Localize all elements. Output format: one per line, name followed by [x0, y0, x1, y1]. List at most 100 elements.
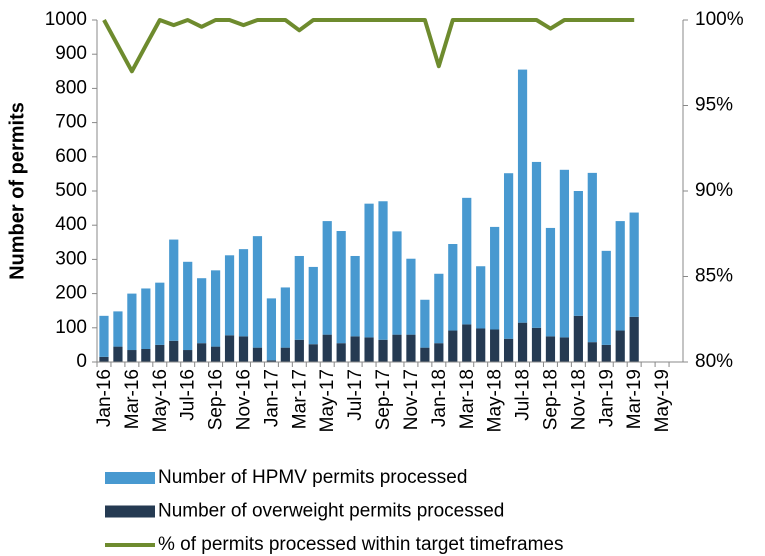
- legend-label: Number of overweight permits processed: [158, 501, 504, 522]
- bar: [336, 231, 346, 344]
- bar: [476, 328, 486, 362]
- bar: [113, 346, 123, 362]
- bar: [238, 249, 249, 337]
- x-tick-label: Sep-16: [206, 369, 227, 430]
- x-tick-label: Nov-16: [234, 369, 255, 430]
- bar: [350, 336, 360, 362]
- x-tick-label: Sep-17: [373, 369, 394, 430]
- bar: [197, 343, 207, 362]
- x-tick-label: Mar-17: [289, 369, 310, 429]
- bar: [364, 337, 374, 362]
- y-tick-label: 800: [55, 77, 87, 98]
- x-tick-label: Jul-17: [345, 369, 366, 421]
- bar: [573, 191, 583, 316]
- y-tick-label: 1000: [45, 9, 87, 30]
- bar: [434, 273, 444, 344]
- bar: [127, 293, 137, 351]
- y-tick-label: 400: [55, 214, 87, 235]
- bar: [322, 221, 332, 335]
- y-tick-label: 300: [55, 248, 87, 269]
- x-tick-label: Jan-18: [429, 369, 450, 427]
- bar: [378, 201, 388, 340]
- line: [102, 18, 635, 74]
- bar: [601, 344, 611, 362]
- bar: [490, 329, 500, 362]
- x-tick-label: Mar-19: [624, 369, 645, 429]
- x-tick-label: Jan-19: [596, 369, 617, 427]
- bar: [545, 336, 556, 362]
- y2-tick-label: 90%: [695, 180, 733, 201]
- y-tick-label: 100: [55, 317, 87, 338]
- bar: [448, 330, 458, 362]
- bar: [601, 250, 611, 345]
- x-tick-label: Nov-18: [568, 369, 589, 430]
- bar: [587, 342, 597, 362]
- bar: [545, 227, 556, 337]
- bar: [490, 226, 500, 330]
- x-tick-label: May-16: [150, 369, 171, 432]
- bar: [615, 330, 625, 362]
- bar: [573, 315, 583, 362]
- x-tick-label: Jul-16: [178, 369, 199, 421]
- bar: [531, 327, 542, 362]
- bar: [503, 338, 514, 362]
- bar: [392, 334, 402, 362]
- bar: [462, 197, 472, 325]
- bar: [462, 324, 472, 362]
- bar: [420, 299, 430, 348]
- x-tick-label: Jul-18: [513, 369, 534, 421]
- bar: [434, 343, 444, 362]
- bar: [252, 236, 263, 348]
- bar: [266, 360, 277, 362]
- bar: [169, 340, 179, 362]
- x-tick-label: Jan-17: [261, 369, 282, 427]
- bar: [517, 69, 528, 323]
- bar: [308, 266, 318, 345]
- bar: [99, 315, 109, 357]
- y-tick-label: 200: [55, 283, 87, 304]
- legend-label: Number of HPMV permits processed: [158, 467, 467, 488]
- y-tick-label: 500: [55, 180, 87, 201]
- bar: [252, 347, 263, 362]
- y2-tick-label: 95%: [695, 95, 733, 116]
- x-tick-label: Nov-17: [401, 369, 422, 430]
- bar: [629, 212, 639, 317]
- bar: [141, 288, 151, 350]
- bar: [99, 356, 109, 362]
- bar: [141, 349, 151, 362]
- legend-label: % of permits processed within target tim…: [158, 534, 564, 555]
- bar: [517, 322, 528, 362]
- bar: [238, 336, 249, 362]
- bar: [364, 203, 374, 338]
- bar: [322, 334, 332, 362]
- bar: [113, 311, 123, 347]
- bar: [615, 221, 625, 331]
- bar: [183, 261, 193, 351]
- bar: [155, 282, 165, 345]
- bar: [127, 350, 137, 362]
- bar: [280, 287, 290, 348]
- bar: [629, 316, 639, 362]
- bar: [420, 347, 430, 362]
- y-tick-label: 600: [55, 146, 87, 167]
- bar: [294, 255, 304, 340]
- y-tick-label: 0: [76, 351, 87, 372]
- x-tick-label: Mar-18: [457, 369, 478, 429]
- x-tick-label: May-17: [317, 369, 338, 432]
- legend-swatch: [105, 505, 155, 518]
- x-tick-label: Mar-16: [122, 369, 143, 429]
- bar: [224, 335, 235, 362]
- x-tick-label: Jan-16: [94, 369, 115, 427]
- bar: [308, 344, 318, 362]
- bar: [406, 334, 416, 362]
- bar: [336, 343, 346, 362]
- bar: [294, 339, 304, 362]
- bar: [448, 244, 458, 331]
- bar: [155, 344, 165, 362]
- bar: [559, 169, 570, 338]
- bar: [503, 173, 514, 339]
- bar: [210, 346, 221, 362]
- bar: [280, 347, 290, 362]
- bar: [392, 231, 402, 335]
